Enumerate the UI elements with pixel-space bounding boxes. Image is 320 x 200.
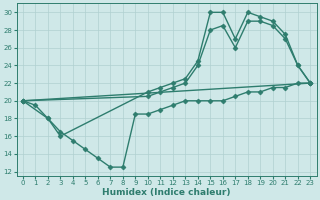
X-axis label: Humidex (Indice chaleur): Humidex (Indice chaleur) xyxy=(102,188,231,197)
